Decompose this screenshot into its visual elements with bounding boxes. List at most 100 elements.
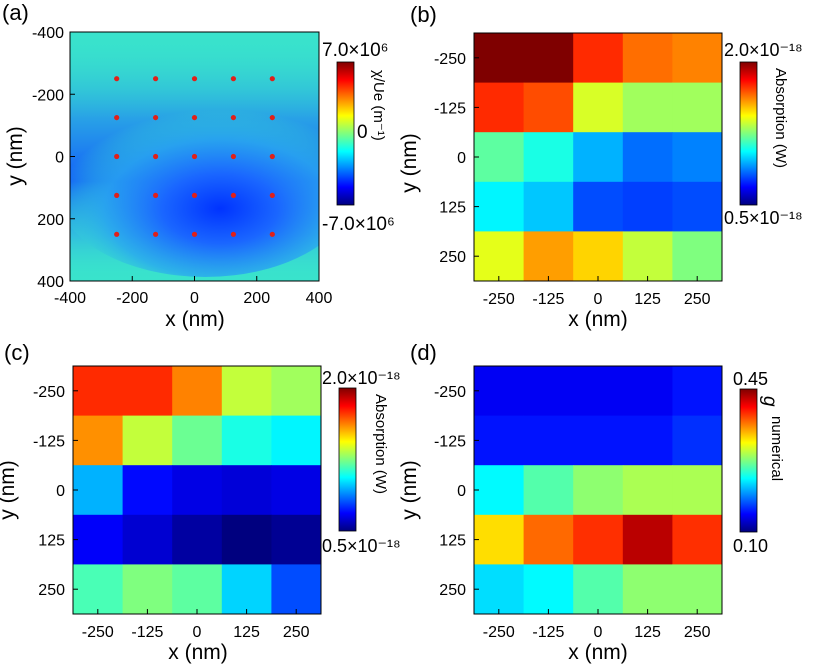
heatmap-cell (672, 82, 723, 133)
panel-c-ylabel: y (nm) (0, 460, 19, 520)
x-tick-label: -125 (532, 624, 564, 641)
heatmap-cell (474, 366, 525, 417)
heatmap-cell (622, 33, 673, 84)
heatmap-cell (221, 415, 272, 466)
dipole-dot (152, 153, 159, 160)
panel-d-colorbar-max: 0.45 (733, 369, 768, 389)
heatmap-cell (271, 564, 322, 615)
x-tick-label: 250 (283, 624, 310, 641)
x-tick-label: -250 (483, 291, 515, 308)
heatmap-cell (73, 514, 124, 565)
dipole-dot (230, 192, 237, 199)
panel-a-colorbar-min: -7.0×10⁶ (322, 214, 395, 235)
dipole-dot (269, 114, 275, 121)
panel-b-colorbar-min: 0.5×10⁻¹⁸ (724, 208, 803, 228)
heatmap-cell (573, 33, 624, 84)
x-tick-label: -250 (82, 624, 114, 641)
heatmap-cell (474, 132, 525, 183)
panel-b-ylabel: y (nm) (398, 133, 421, 193)
dipole-dot (269, 76, 275, 82)
panel-d-colorbar-label-main: g (759, 396, 780, 407)
heatmap-cell (523, 231, 574, 282)
y-tick-label: 250 (38, 582, 65, 599)
x-tick-label: 200 (243, 290, 270, 307)
heatmap-cell (622, 465, 673, 516)
y-tick-label: 125 (439, 200, 466, 217)
heatmap-cell (474, 82, 525, 133)
panel-b-x-ticks: -250 -125 0 125 250 (483, 276, 711, 308)
heatmap-cell (73, 465, 124, 516)
panel-b-colorbar-max: 2.0×10⁻¹⁸ (724, 40, 803, 60)
panel-c-colorbar (338, 387, 357, 532)
x-tick-label: -125 (131, 624, 163, 641)
heatmap-cell (523, 132, 574, 183)
heatmap-cell (172, 415, 223, 466)
heatmap-cell (221, 564, 272, 615)
dipole-dot (269, 231, 275, 237)
heatmap-cell (172, 465, 223, 516)
heatmap-cell (474, 514, 525, 565)
heatmap-cell (523, 415, 574, 466)
dipole-dot (230, 231, 237, 237)
y-tick-label: -250 (434, 384, 466, 401)
panel-a-colorbar-max: 7.0×10⁶ (322, 40, 388, 61)
heatmap-cell (622, 181, 673, 232)
panel-a-label: (a) (2, 0, 29, 25)
heatmap-cell (474, 33, 525, 84)
heatmap-cell (271, 415, 322, 466)
panel-b: (b) -250 -125 0 125 250 -250 -125 0 125 250 x (n… (398, 2, 803, 331)
heatmap-cell (73, 366, 124, 417)
panel-c-colorbar-max: 2.0×10⁻¹⁸ (322, 368, 401, 388)
x-tick-label: 125 (233, 624, 260, 641)
panel-a-field (70, 32, 319, 281)
y-tick-label: -400 (32, 25, 64, 42)
panel-a-xlabel: x (nm) (165, 308, 225, 331)
heatmap-cell (523, 514, 574, 565)
y-tick-label: 250 (439, 582, 466, 599)
y-tick-label: 0 (55, 150, 64, 167)
dipole-dot (114, 231, 120, 237)
heatmap-cell (622, 132, 673, 183)
heatmap-cell (573, 564, 624, 615)
heatmap-cell (523, 366, 574, 417)
heatmap-cell (622, 366, 673, 417)
dipole-dot (191, 153, 198, 160)
x-tick-label: 400 (306, 290, 333, 307)
heatmap-cell (573, 231, 624, 282)
x-tick-label: -125 (532, 291, 564, 308)
heatmap-cell (474, 181, 525, 232)
heatmap-cell (672, 465, 723, 516)
panel-c-xlabel: x (nm) (168, 641, 228, 664)
dipole-dot (114, 192, 120, 199)
heatmap-cell (172, 366, 223, 417)
panel-c-label: (c) (4, 340, 30, 365)
heatmap-cell (622, 415, 673, 466)
heatmap-cell (672, 33, 723, 84)
panel-a-colorbar-mid: 0 (357, 122, 368, 143)
heatmap-cell (672, 564, 723, 615)
dipole-dot (152, 231, 159, 237)
heatmap-cell (122, 564, 173, 615)
panel-b-colorbar-label: Absorption (W) (772, 68, 789, 168)
panel-d-y-ticks: -250 -125 0 125 250 (434, 384, 479, 599)
heatmap-cell (474, 231, 525, 282)
panel-b-label: (b) (410, 2, 437, 27)
heatmap-cell (573, 514, 624, 565)
panel-a-x-ticks: -400 -200 0 200 400 (54, 276, 332, 307)
dipole-dot (114, 114, 120, 121)
panel-b-y-ticks: -250 -125 0 125 250 (434, 51, 479, 266)
heatmap-cell (271, 366, 322, 417)
heatmap-cell (622, 231, 673, 282)
heatmap-cell (523, 82, 574, 133)
panel-b-colorbar (739, 61, 758, 206)
dipole-dot (191, 192, 198, 199)
y-tick-label: 0 (56, 483, 65, 500)
y-tick-label: 0 (457, 483, 466, 500)
dipole-dot (269, 153, 275, 160)
heatmap-cell (122, 415, 173, 466)
dipole-dot (114, 76, 120, 82)
y-tick-label: 125 (439, 533, 466, 550)
heatmap-cell (672, 231, 723, 282)
panel-b-cells (474, 33, 723, 282)
y-tick-label: 200 (37, 212, 64, 229)
